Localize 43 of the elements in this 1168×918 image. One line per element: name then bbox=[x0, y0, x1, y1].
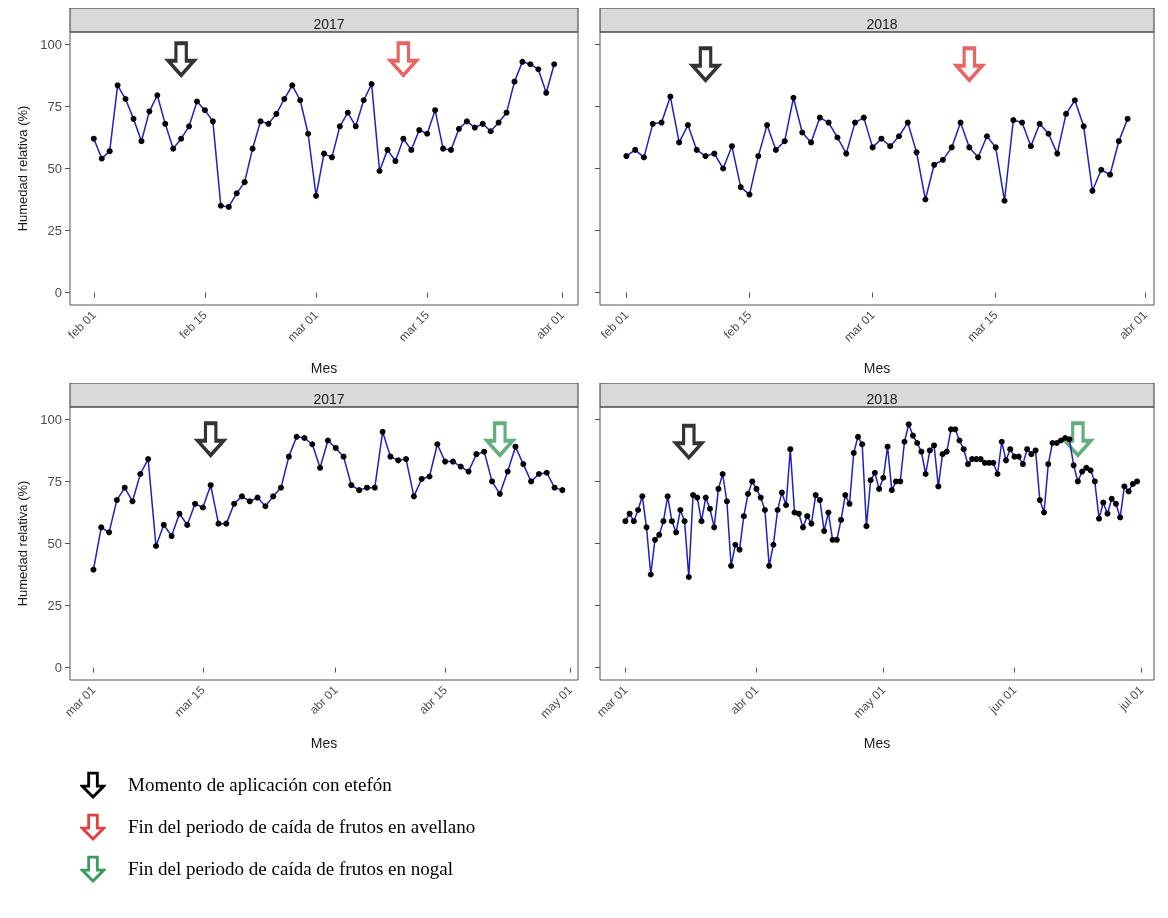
y-tick-label: 25 bbox=[47, 598, 62, 614]
y-tick-label: 0 bbox=[54, 285, 62, 301]
x-tick-label: mar 15 bbox=[964, 307, 1001, 345]
x-tick-label: jun 01 bbox=[985, 682, 1020, 717]
x-tick-label: feb 01 bbox=[597, 307, 632, 342]
chart-title: 2017 bbox=[313, 391, 345, 407]
x-tick-label: feb 15 bbox=[720, 307, 755, 342]
x-tick-label: jul 01 bbox=[1115, 682, 1147, 714]
x-tick-label: feb 01 bbox=[65, 307, 99, 342]
text: Fin del periodo de caída de frutos en avellano bbox=[128, 816, 476, 838]
y-tick-label: 50 bbox=[47, 161, 62, 176]
x-tick-label: abr 01 bbox=[306, 682, 341, 717]
chart-title: 2018 bbox=[866, 391, 898, 407]
x-tick-label: mar 01 bbox=[841, 307, 878, 345]
x-axis-title: Mes bbox=[310, 360, 338, 376]
x-axis-title: Mes bbox=[863, 360, 891, 376]
x-tick-label: mar 15 bbox=[171, 682, 209, 720]
y-tick-label: 50 bbox=[47, 536, 62, 551]
x-tick-label: mar 01 bbox=[594, 682, 631, 720]
x-tick-label: mar 15 bbox=[395, 307, 433, 345]
text: Fin del periodo de caída de frutos en nogal bbox=[128, 858, 454, 880]
x-tick-label: feb 15 bbox=[176, 307, 211, 342]
chart-title: 2018 bbox=[866, 16, 898, 32]
x-tick-label: abr 01 bbox=[533, 307, 568, 342]
y-tick-label: 0 bbox=[54, 660, 62, 676]
y-tick-label: 25 bbox=[47, 223, 62, 239]
y-tick-label: 75 bbox=[47, 98, 62, 114]
x-tick-label: may 01 bbox=[850, 682, 889, 721]
y-tick-label: 100 bbox=[40, 411, 62, 427]
x-tick-label: mar 01 bbox=[62, 682, 99, 720]
y-tick-label: 100 bbox=[40, 36, 62, 52]
chart-title: 2017 bbox=[313, 16, 345, 32]
text: Momento de aplicación con etefón bbox=[128, 774, 392, 796]
x-axis-title: Mes bbox=[310, 735, 338, 751]
x-tick-label: mar 01 bbox=[284, 307, 322, 345]
y-axis-title: Humedad relativa (%) bbox=[15, 480, 31, 607]
x-tick-label: abr 01 bbox=[1116, 307, 1151, 342]
x-tick-label: abr 15 bbox=[416, 682, 451, 717]
x-tick-label: abr 01 bbox=[727, 682, 762, 717]
x-axis-title: Mes bbox=[863, 735, 891, 751]
y-tick-label: 75 bbox=[47, 473, 62, 489]
y-axis-title: Humedad relativa (%) bbox=[15, 105, 31, 232]
x-tick-label: may 01 bbox=[537, 682, 576, 721]
